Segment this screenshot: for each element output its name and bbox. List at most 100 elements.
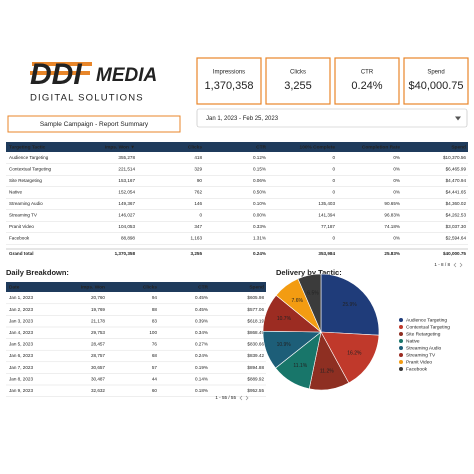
table-cell: 0.12% <box>253 155 266 160</box>
kpi-card <box>334 57 400 105</box>
table-cell: 0.45% <box>195 307 208 312</box>
table-cell: Jan 2, 2023 <box>9 307 33 312</box>
column-header: Targeting Tactic <box>9 144 46 150</box>
table-cell: $839.42 <box>247 353 264 358</box>
legend-swatch <box>399 325 403 329</box>
slice-label: 6.5% <box>307 291 319 297</box>
logo-tagline: DIGITAL SOLUTIONS <box>30 93 144 104</box>
page-prev[interactable] <box>239 395 243 401</box>
logo-name: MEDIA <box>96 65 157 86</box>
report-title-box <box>7 115 181 133</box>
table-cell: 0.39% <box>195 318 208 323</box>
total-cell: 0.24% <box>253 251 266 256</box>
kpi-label: Impressions <box>213 70 245 76</box>
column-header: Clicks <box>188 144 202 150</box>
total-cell: Grand total <box>9 251 34 256</box>
legend-swatch <box>399 353 403 357</box>
table-cell: $889.92 <box>247 376 264 381</box>
page-next[interactable] <box>459 262 463 268</box>
table-cell: 0.50% <box>253 190 266 195</box>
daily-title: Daily Breakdown: <box>6 268 69 277</box>
logo-mark: DDI <box>30 58 82 91</box>
table-cell: $868.49 <box>247 330 264 335</box>
table-cell: 0.15% <box>253 167 266 172</box>
table-cell: 44 <box>152 376 158 381</box>
table-cell: 153,167 <box>118 178 135 183</box>
slice-label: 10.9% <box>277 342 292 348</box>
slice-label: 16.2% <box>347 350 362 356</box>
report-title: Sample Campaign - Report Summary <box>40 121 149 128</box>
table-cell: $4,470.94 <box>446 178 467 183</box>
table-cell: 88,898 <box>121 236 135 241</box>
table-cell: 329 <box>194 167 202 172</box>
table-cell: 355,278 <box>118 155 135 160</box>
dropdown-arrow <box>455 116 461 121</box>
column-header: Imps. Won <box>81 284 105 290</box>
slice-label: 11.2% <box>320 368 334 374</box>
tactic-table: Targeting Tactic Imps. Won ▼ Clicks CTR 100%… <box>6 142 468 267</box>
table-cell: $830.66 <box>247 342 264 347</box>
column-header: CTR <box>256 144 266 150</box>
table-cell: 0.10% <box>253 201 266 206</box>
kpi-label: Clicks <box>290 70 306 76</box>
column-header: Spend <box>451 144 466 150</box>
table-cell: $577.06 <box>247 307 264 312</box>
legend-label: Facebook <box>406 366 428 372</box>
table-cell: Jan 6, 2023 <box>9 353 33 358</box>
table-cell: Site Retargeting <box>9 178 42 183</box>
table-cell: $618.19 <box>247 318 264 323</box>
legend-label: Audience Targeting <box>406 317 447 323</box>
table-cell: 0% <box>393 155 400 160</box>
table-cell: 30,657 <box>91 365 105 370</box>
table-cell: Audience Targeting <box>9 155 49 160</box>
table-cell: Contextual Targeting <box>9 167 51 172</box>
table-cell: 0 <box>332 155 335 160</box>
table-cell: 94 <box>152 295 158 300</box>
table-cell: Jan 9, 2023 <box>9 388 33 393</box>
table-cell: 68 <box>152 353 158 358</box>
column-header: Spend <box>249 284 264 290</box>
table-cell: Streaming TV <box>9 213 38 218</box>
table-cell: 0 <box>199 213 202 218</box>
table-cell: 0.33% <box>253 224 266 229</box>
date-range-picker[interactable] <box>196 108 468 128</box>
kpi-value: 3,255 <box>284 80 312 92</box>
table-cell: 74.18% <box>384 224 400 229</box>
logo-stripe <box>30 71 90 75</box>
table-cell: 60 <box>152 388 158 393</box>
total-cell: 25.83% <box>384 251 400 256</box>
column-header: 100% Complete <box>300 144 336 150</box>
table-cell: 347 <box>194 224 202 229</box>
date-range[interactable]: Jan 1, 2023 - Feb 25, 2023 <box>206 116 279 122</box>
table-cell: $4,441.65 <box>446 190 467 195</box>
slice-label: 7.6% <box>292 298 304 304</box>
kpi-value: 0.24% <box>351 80 382 92</box>
table-cell: 0% <box>393 236 400 241</box>
page-prev[interactable] <box>453 262 457 268</box>
table-cell: 1.31% <box>253 236 266 241</box>
table-cell: $3,037.30 <box>446 224 467 229</box>
slice-label: 10.7% <box>277 316 292 322</box>
table-cell: 0.34% <box>195 330 208 335</box>
table-header <box>6 282 266 292</box>
logo-stripe <box>32 62 92 66</box>
table-cell: 32,632 <box>91 388 105 393</box>
table-cell: $6,465.99 <box>446 167 467 172</box>
slice-label: 11.1% <box>293 363 307 369</box>
table-cell: 30,487 <box>91 376 105 381</box>
table-cell: 1,163 <box>191 236 203 241</box>
page-next[interactable] <box>245 395 249 401</box>
table-cell: 100 <box>149 330 157 335</box>
table-cell: Facebook <box>9 236 30 241</box>
table-cell: Native <box>9 190 22 195</box>
table-cell: 19,769 <box>91 307 105 312</box>
total-cell: 353,984 <box>318 251 335 256</box>
kpi-card <box>196 57 262 105</box>
table-cell: 0.19% <box>195 365 208 370</box>
legend-label: Site Retargeting <box>406 331 441 337</box>
legend-swatch <box>399 360 403 364</box>
slice-label: 25.9% <box>343 302 358 308</box>
total-cell: 1,370,358 <box>115 251 136 256</box>
table-cell: 141,394 <box>318 213 335 218</box>
